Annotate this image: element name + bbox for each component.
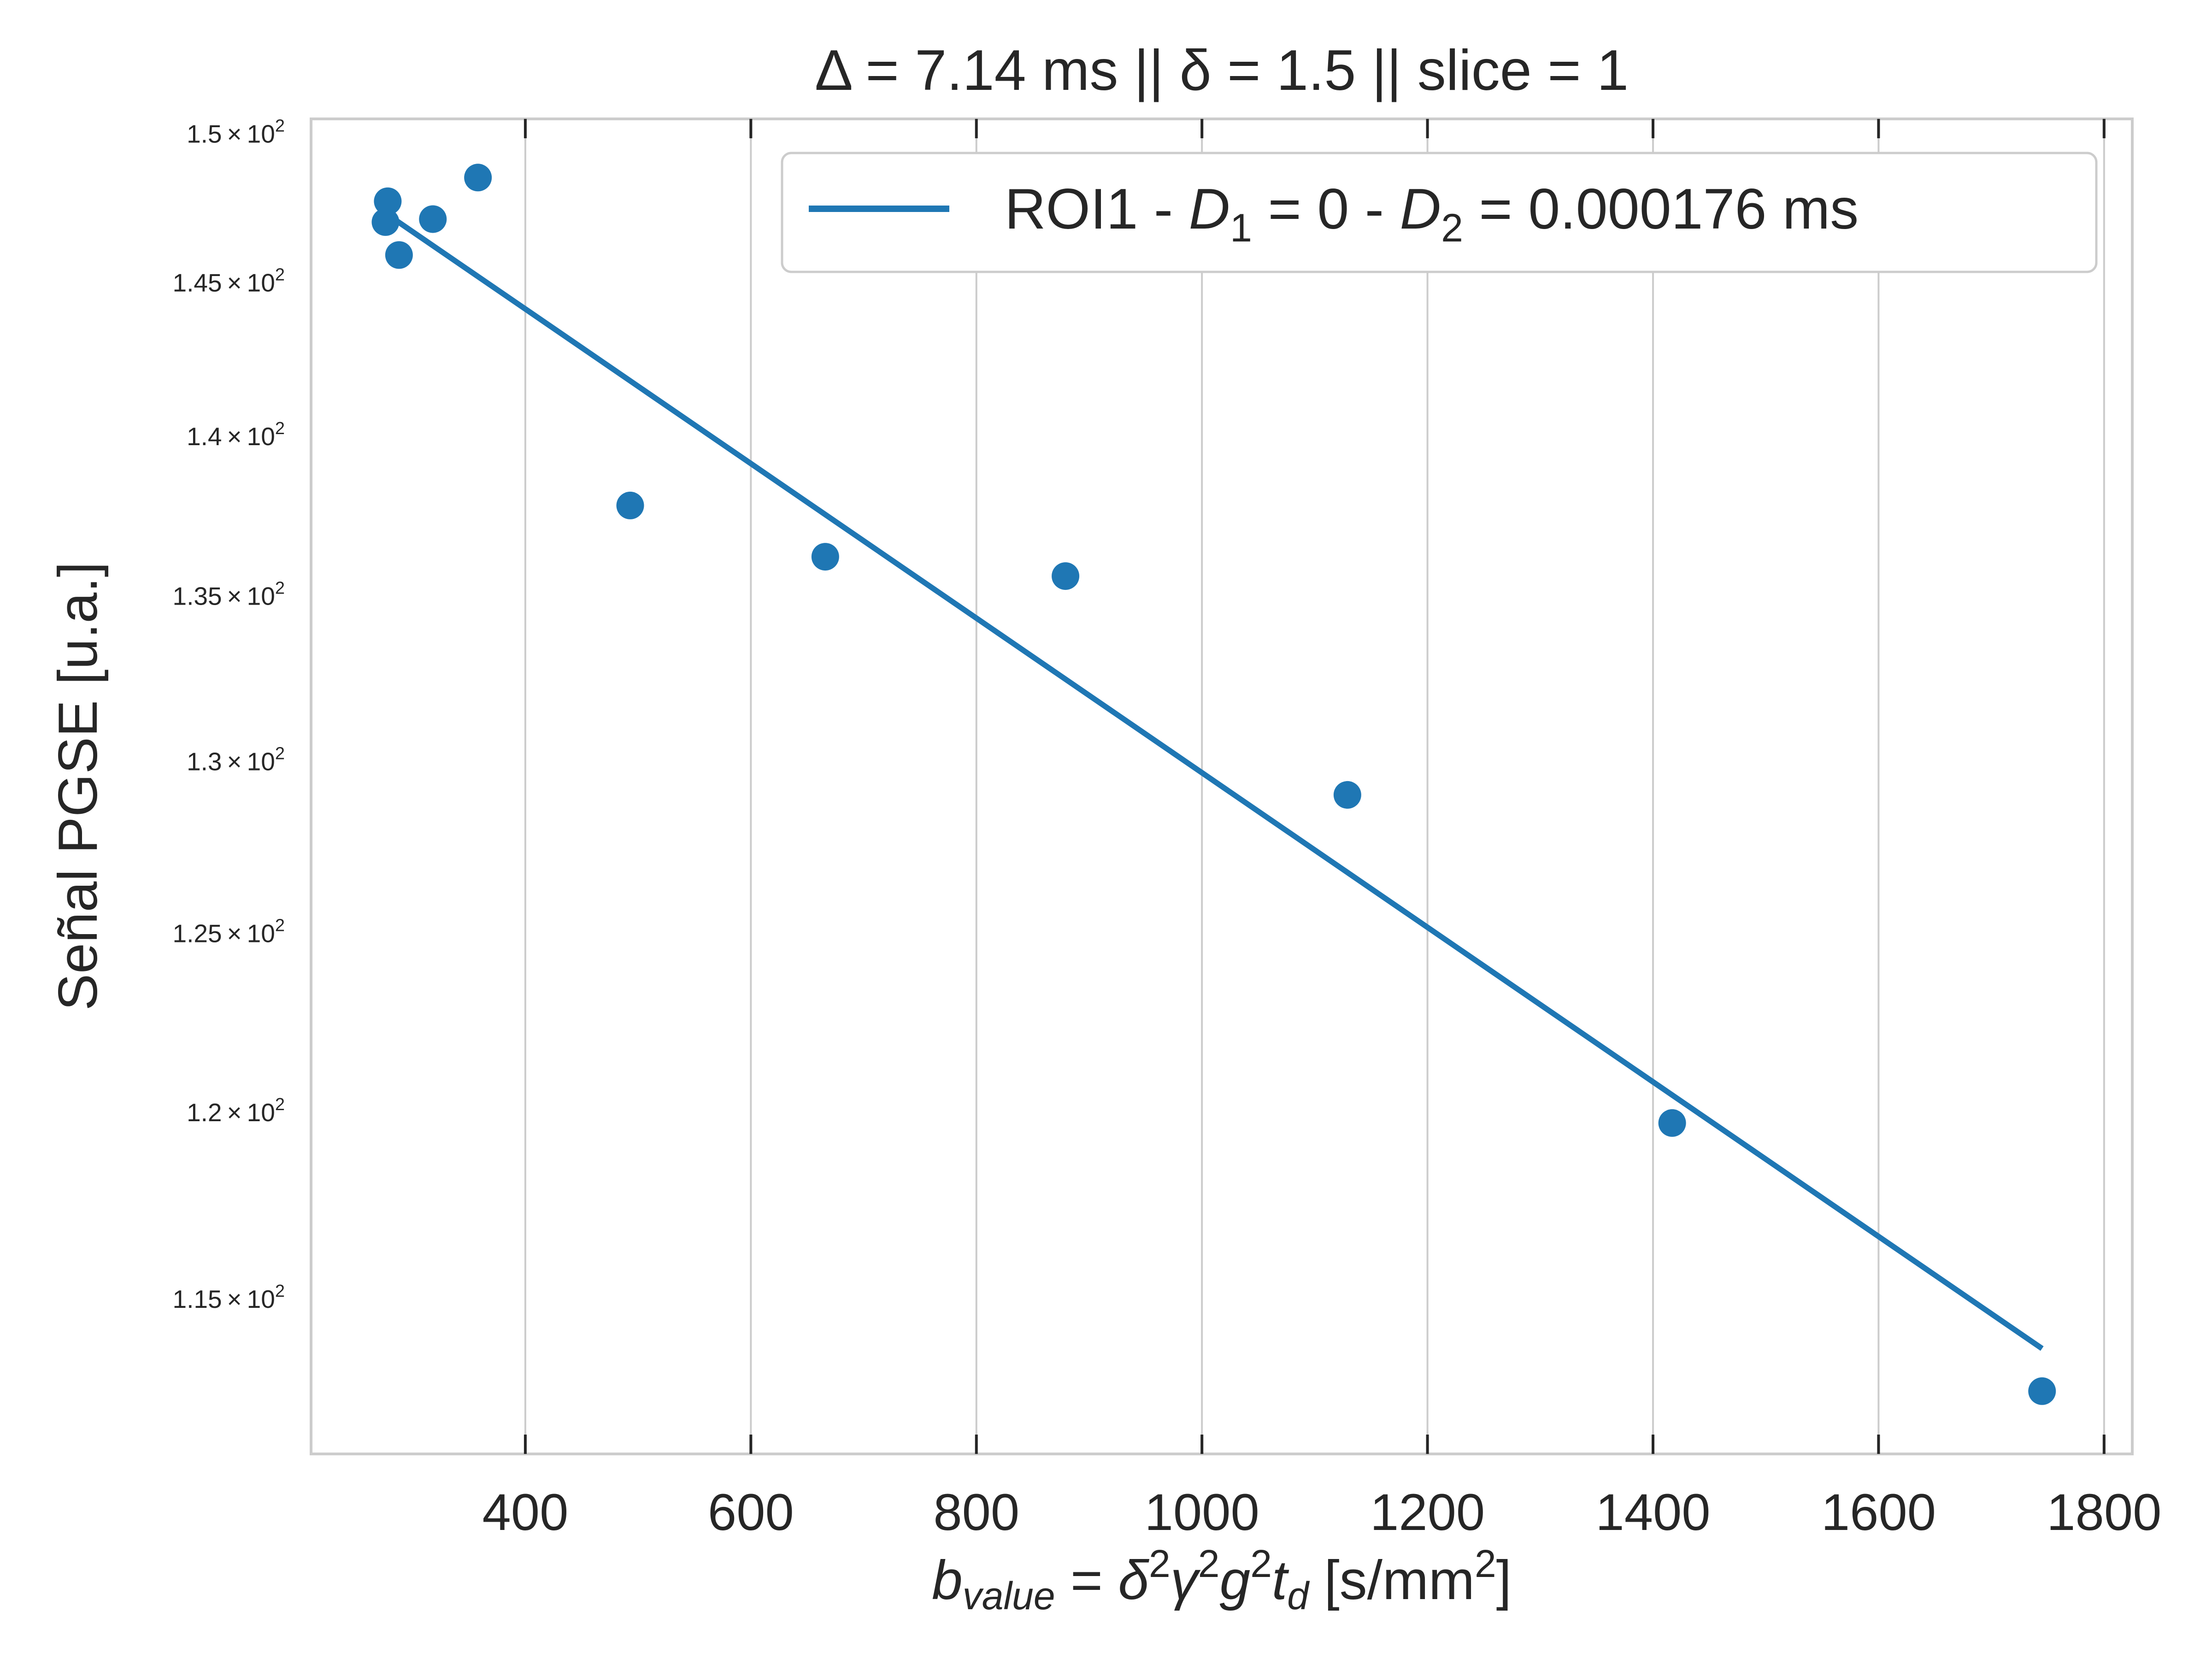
x-tick-label: 1200 [1370, 1483, 1485, 1541]
data-point [1333, 781, 1361, 809]
legend: ROI1 - D1 = 0 - D2 = 0.000176 ms [781, 152, 2098, 273]
y-tick-label: 1.15 × 102 [172, 1282, 285, 1313]
chart-title: Δ = 7.14 ms || δ = 1.5 || slice = 1 [815, 39, 1629, 102]
data-point [419, 205, 447, 233]
x-tick-label: 800 [933, 1483, 1019, 1541]
plot-frame [310, 118, 2134, 1455]
data-point [811, 543, 839, 571]
ticks [524, 119, 2106, 1454]
tick-labels: 400 600 800 1000 1200 1400 1600 1800 1.15 × 102 1… [172, 117, 2161, 1541]
data-point [2028, 1377, 2056, 1405]
y-tick-label: 1.25 × 102 [172, 916, 285, 948]
x-tick-label: 1600 [1821, 1483, 1936, 1541]
data-point [464, 164, 492, 192]
x-tick-label: 1400 [1595, 1483, 1710, 1541]
y-tick-label: 1.45 × 102 [172, 265, 285, 297]
data-point [374, 187, 402, 215]
data-marks [371, 164, 2056, 1405]
fit-line [384, 211, 2044, 1351]
data-point [1052, 562, 1080, 590]
grid [524, 119, 2105, 1454]
x-tick-label: 400 [482, 1483, 569, 1541]
legend-entry-fit: ROI1 - D1 = 0 - D2 = 0.000176 ms [1005, 177, 1859, 250]
x-axis-label: bvalue = δ2γ2g2td [s/mm2] [932, 1542, 1512, 1618]
x-tick-label: 1800 [2047, 1483, 2161, 1541]
y-tick-label: 1.3 × 102 [187, 744, 285, 776]
y-tick-label: 1.35 × 102 [172, 578, 285, 610]
y-tick-label: 1.5 × 102 [187, 117, 285, 148]
x-tick-label: 600 [708, 1483, 794, 1541]
data-point [1658, 1109, 1686, 1137]
y-tick-label: 1.2 × 102 [187, 1095, 285, 1127]
data-point [616, 491, 644, 519]
y-axis-label: Señal PGSE [u.a.] [47, 562, 109, 1011]
data-point [371, 208, 400, 236]
y-tick-label: 1.4 × 102 [187, 419, 285, 451]
legend-box [781, 152, 2098, 273]
x-tick-label: 1000 [1145, 1483, 1259, 1541]
data-point [385, 241, 413, 269]
